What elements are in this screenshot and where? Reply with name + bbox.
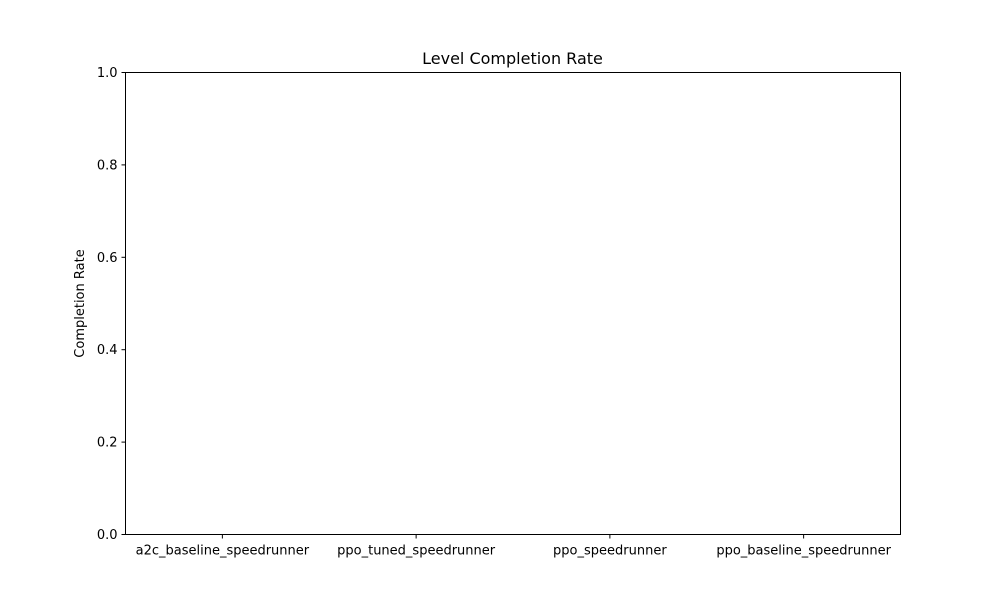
y-axis-ticks: 0.0 0.2 0.4 0.6 0.8 1.0 — [97, 66, 126, 543]
y-tick-label: 0.2 — [97, 436, 118, 451]
y-tick-label: 0.6 — [97, 251, 118, 266]
x-axis-ticks: a2c_baseline_speedrunner ppo_tuned_speedr… — [136, 534, 892, 559]
y-axis-label: Completion Rate — [73, 249, 88, 357]
y-tick-label: 0.0 — [97, 528, 118, 543]
x-tick-label: ppo_speedrunner — [553, 544, 667, 559]
x-tick-label: ppo_tuned_speedrunner — [337, 544, 496, 559]
y-tick-label: 0.4 — [97, 343, 118, 358]
chart-title: Level Completion Rate — [422, 49, 603, 68]
y-tick-label: 0.8 — [97, 158, 118, 173]
x-tick-label: ppo_baseline_speedrunner — [716, 544, 891, 559]
x-tick-label: a2c_baseline_speedrunner — [136, 544, 310, 559]
plot-frame — [125, 72, 901, 535]
y-tick-label: 1.0 — [97, 66, 118, 81]
